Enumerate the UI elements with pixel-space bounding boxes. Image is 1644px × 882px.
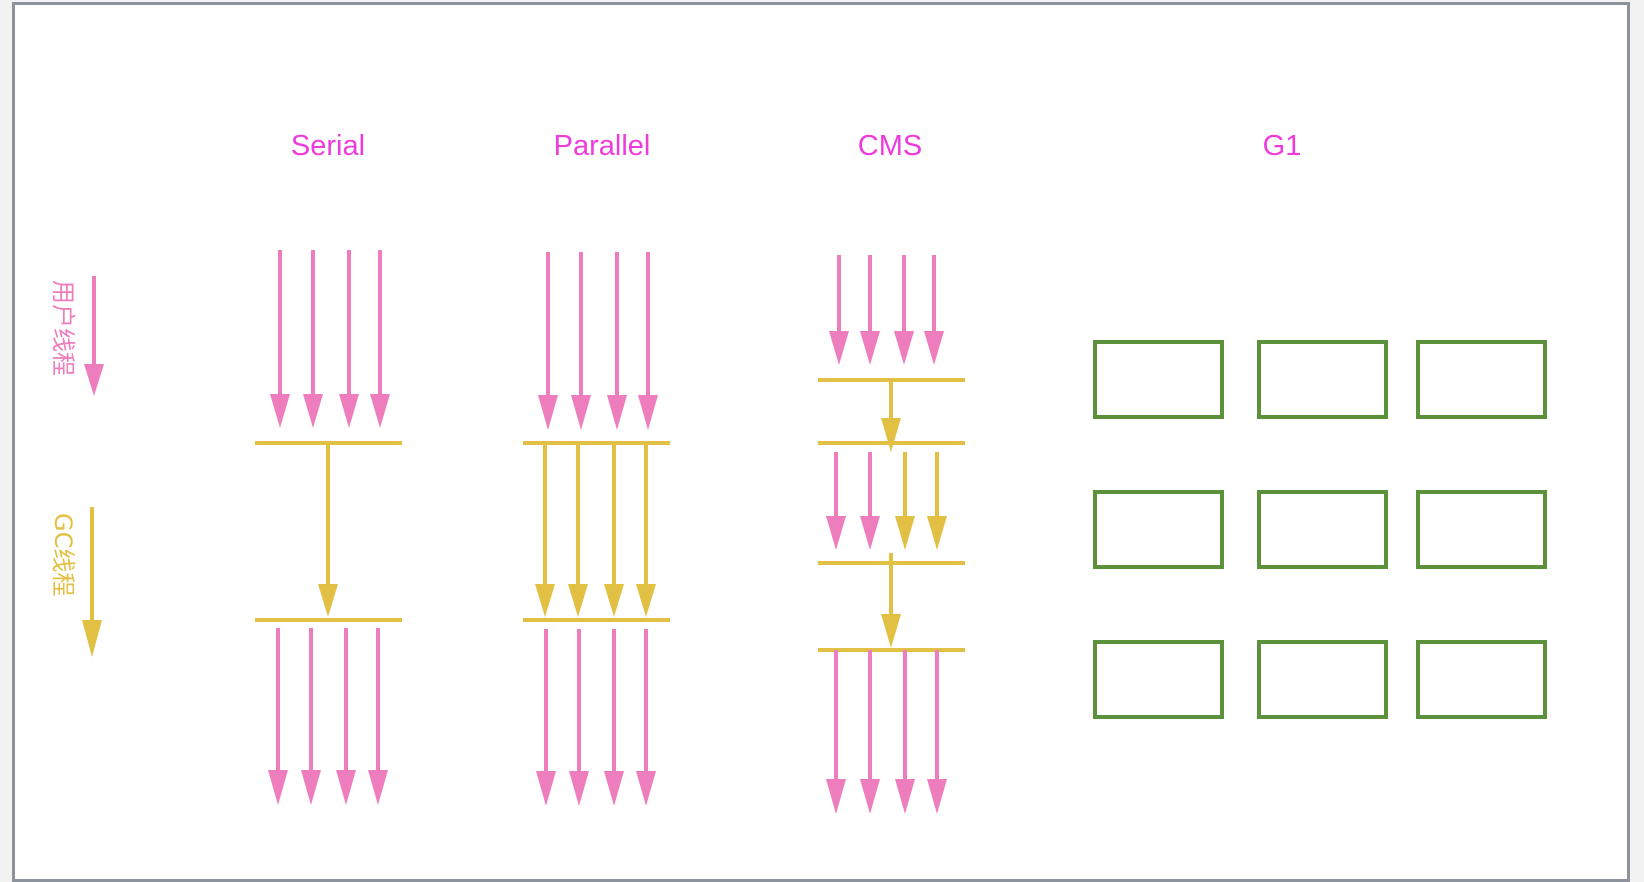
user-thread-arrowhead bbox=[826, 779, 846, 814]
user-thread-arrowhead bbox=[301, 770, 321, 805]
parallel-diagram bbox=[523, 252, 670, 806]
user-thread-arrowhead bbox=[270, 394, 290, 428]
remark-arrowhead bbox=[881, 614, 901, 648]
user-thread-arrowhead bbox=[826, 516, 846, 550]
parallel-title: Parallel bbox=[554, 130, 651, 162]
legend-user-threads-label: 用户线程 bbox=[49, 280, 77, 376]
g1-region bbox=[1257, 490, 1388, 569]
user-thread-arrowhead bbox=[924, 331, 944, 365]
gc-thread-arrowhead bbox=[604, 584, 624, 617]
serial-diagram bbox=[255, 250, 402, 805]
g1-region bbox=[1093, 640, 1224, 719]
user-thread-arrowhead bbox=[860, 331, 880, 365]
gc-thread-arrowhead bbox=[318, 584, 338, 617]
serial-user-threads-before bbox=[270, 250, 390, 428]
legend-gc-threads: GC线程 bbox=[49, 507, 102, 657]
user-thread-arrowhead bbox=[339, 394, 359, 428]
user-thread-arrowhead bbox=[927, 779, 947, 814]
g1-region-grid bbox=[1093, 340, 1547, 719]
user-thread-arrowhead bbox=[303, 394, 323, 428]
user-thread-arrowhead bbox=[538, 395, 558, 430]
legend-gc-arrow-head bbox=[82, 620, 102, 657]
g1-region bbox=[1416, 490, 1547, 569]
user-thread-arrowhead bbox=[638, 395, 658, 430]
serial-user-threads-after bbox=[268, 628, 388, 805]
cms-concurrent-threads bbox=[826, 452, 947, 550]
user-thread-arrowhead bbox=[368, 770, 388, 805]
user-thread-arrowhead bbox=[336, 770, 356, 805]
initial-mark-arrowhead bbox=[881, 418, 901, 452]
g1-region bbox=[1257, 640, 1388, 719]
serial-title: Serial bbox=[291, 130, 365, 162]
g1-region bbox=[1093, 340, 1224, 419]
user-thread-arrowhead bbox=[829, 331, 849, 365]
user-thread-arrowhead bbox=[636, 771, 656, 806]
g1-region bbox=[1416, 640, 1547, 719]
legend-user-threads: 用户线程 bbox=[49, 276, 104, 396]
cms-user-threads-initial bbox=[829, 255, 944, 365]
user-thread-arrowhead bbox=[571, 395, 591, 430]
gc-thread-arrowhead bbox=[568, 584, 588, 617]
gc-thread-arrowhead bbox=[895, 516, 915, 550]
g1-title: G1 bbox=[1263, 130, 1302, 162]
legend-user-arrow-head bbox=[84, 364, 104, 396]
g1-region bbox=[1093, 490, 1224, 569]
user-thread-arrowhead bbox=[860, 516, 880, 550]
g1-region bbox=[1416, 340, 1547, 419]
gc-thread-arrowhead bbox=[927, 516, 947, 550]
parallel-gc-threads bbox=[535, 443, 656, 617]
parallel-user-threads-before bbox=[538, 252, 658, 430]
user-thread-arrowhead bbox=[370, 394, 390, 428]
user-thread-arrowhead bbox=[268, 770, 288, 805]
g1-region bbox=[1257, 340, 1388, 419]
cms-title: CMS bbox=[858, 130, 922, 162]
user-thread-arrowhead bbox=[894, 331, 914, 365]
gc-thread-arrowhead bbox=[636, 584, 656, 617]
user-thread-arrowhead bbox=[536, 771, 556, 806]
parallel-user-threads-after bbox=[536, 629, 656, 806]
user-thread-arrowhead bbox=[569, 771, 589, 806]
user-thread-arrowhead bbox=[604, 771, 624, 806]
user-thread-arrowhead bbox=[607, 395, 627, 430]
cms-diagram bbox=[818, 255, 965, 814]
gc-thread-arrowhead bbox=[535, 584, 555, 617]
user-thread-arrowhead bbox=[860, 779, 880, 814]
legend-gc-threads-label: GC线程 bbox=[49, 513, 77, 596]
user-thread-arrowhead bbox=[895, 779, 915, 814]
cms-user-threads-after bbox=[826, 650, 947, 814]
